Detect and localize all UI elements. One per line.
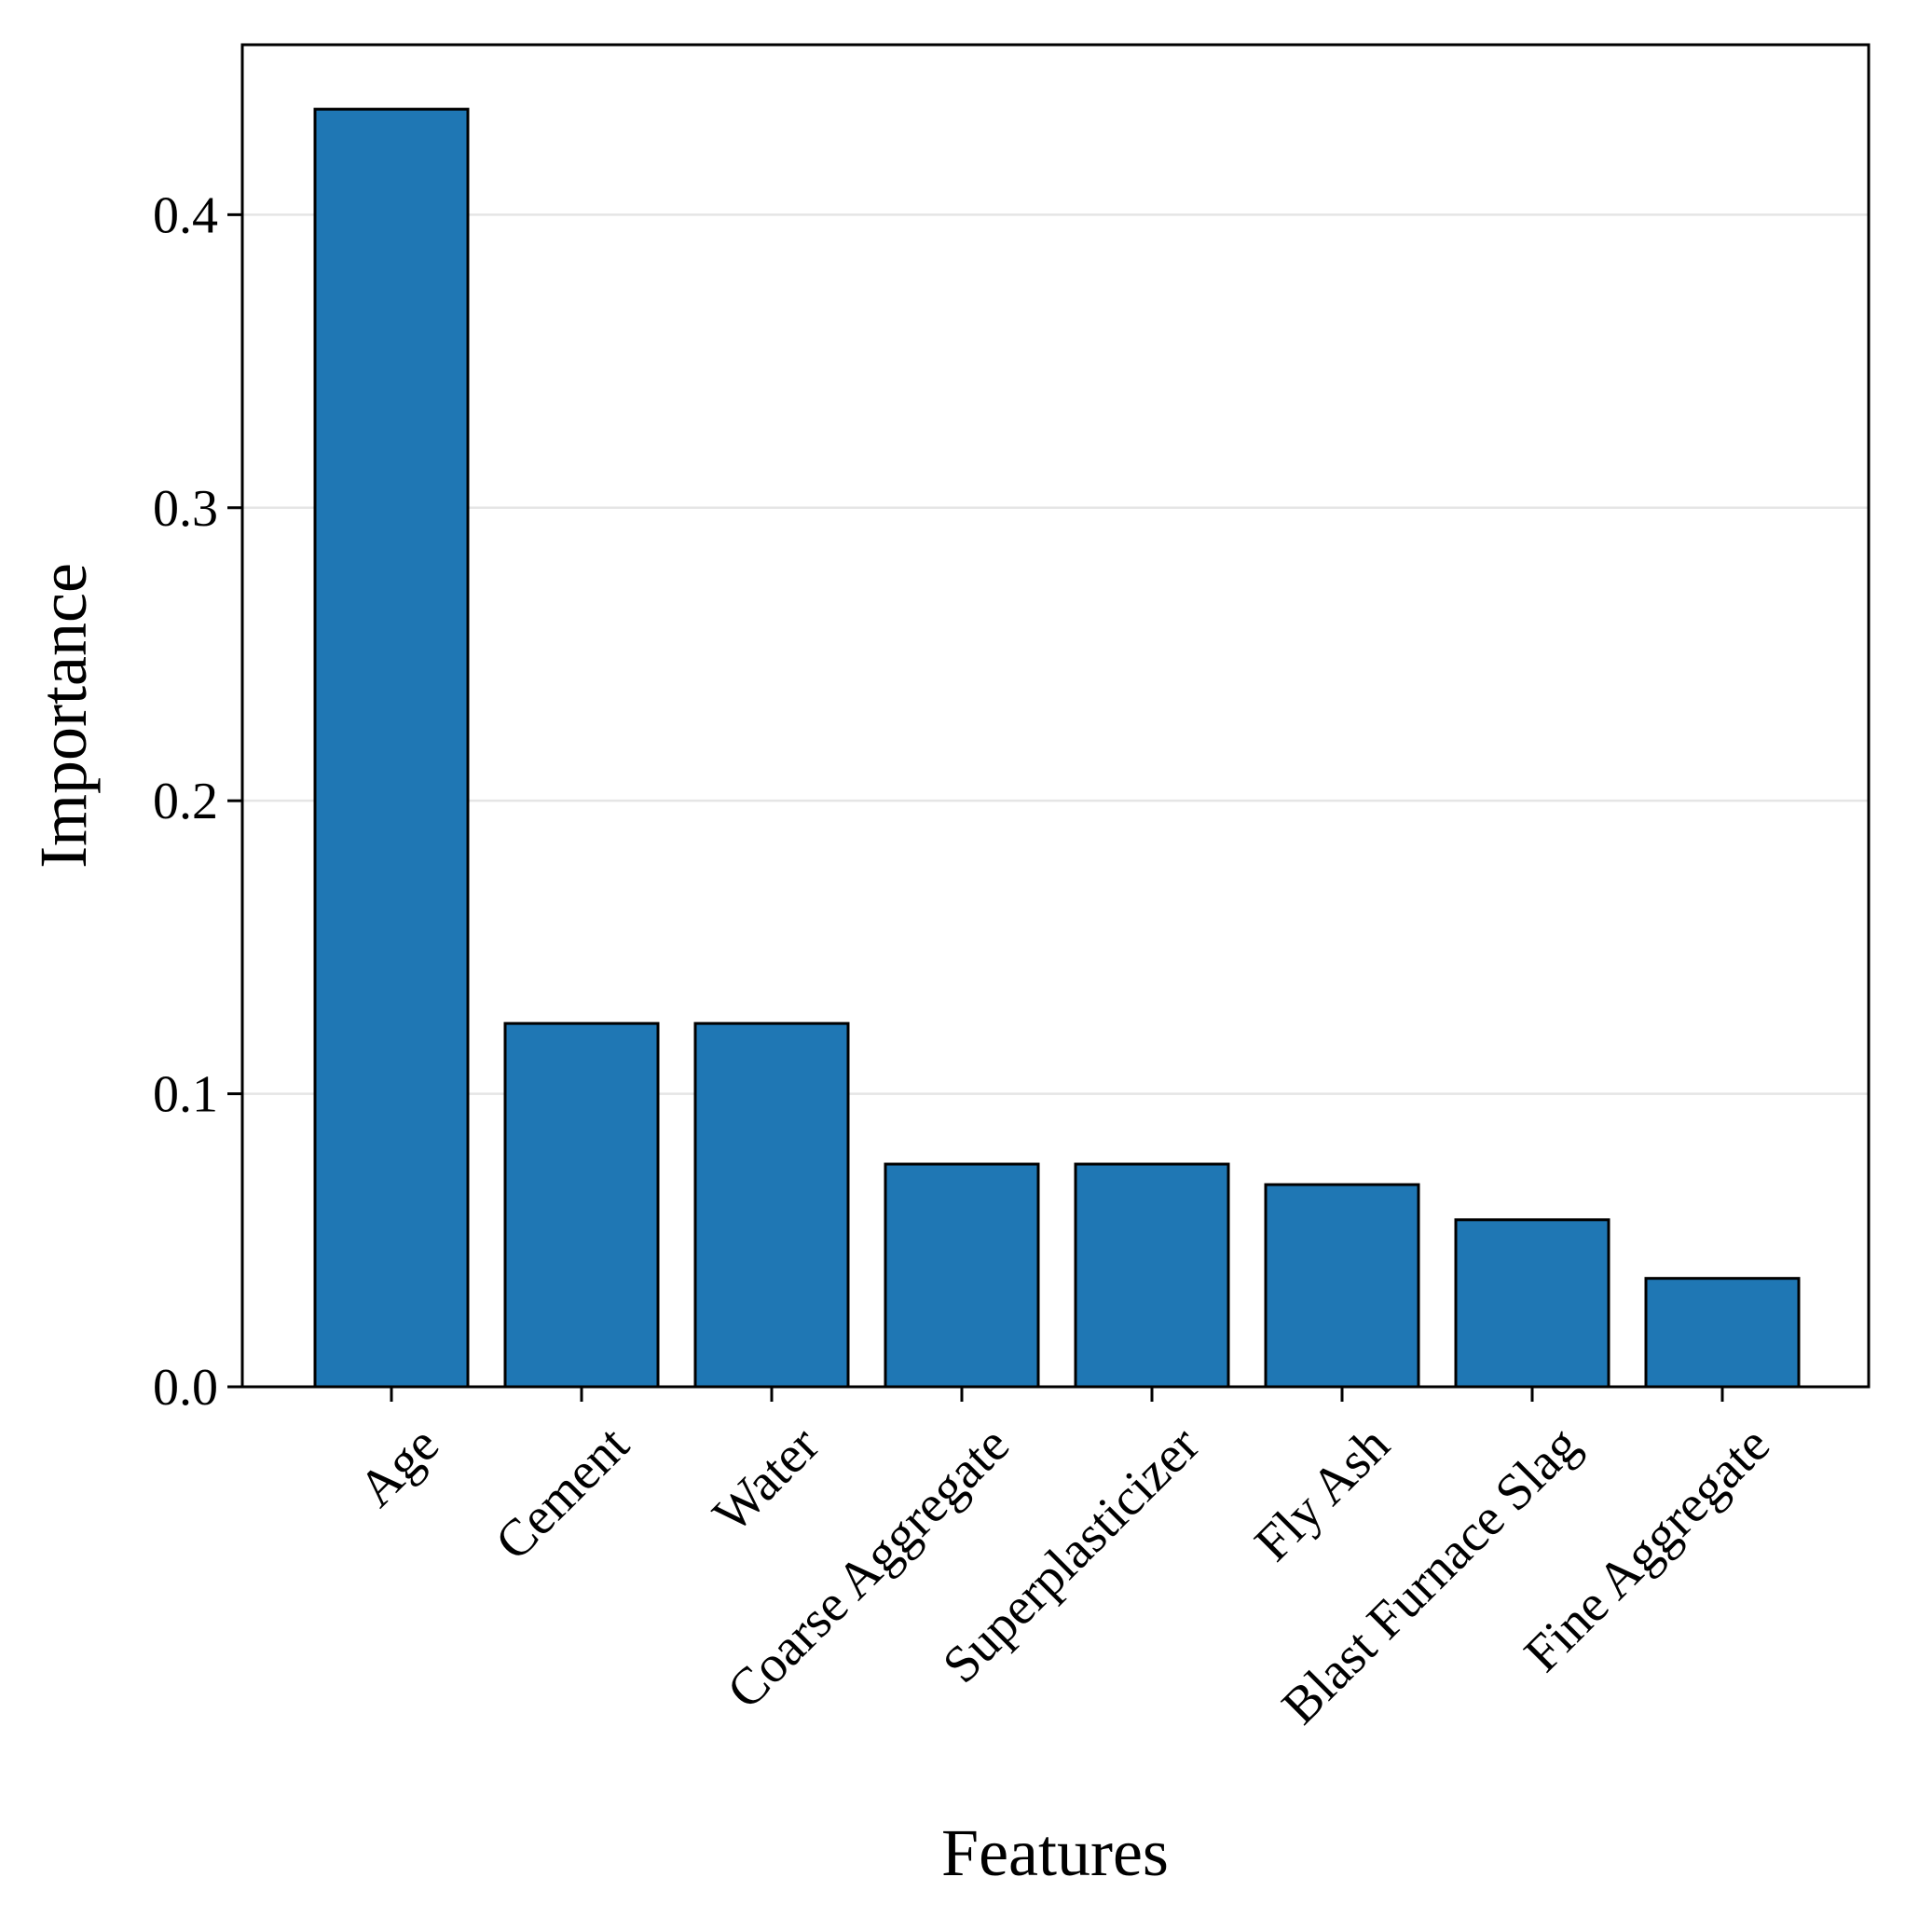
bar-blast-furnace-slag [1454, 1218, 1610, 1389]
x-tick-label: Cement [485, 1416, 640, 1571]
bar-water [693, 1021, 850, 1389]
bar-age [313, 107, 470, 1389]
y-axis: 0.0 0.1 0.2 0.3 0.4 [153, 186, 242, 1417]
x-axis-label: Features [941, 1816, 1169, 1890]
bar-cement [503, 1021, 660, 1389]
y-tick-label: 0.4 [153, 186, 218, 244]
y-tick-label: 0.0 [153, 1359, 218, 1417]
x-tick-label: Water [702, 1416, 830, 1544]
x-tick-label: Fly Ash [1244, 1416, 1401, 1572]
y-tick-label: 0.1 [153, 1066, 218, 1124]
y-axis-label: Importance [26, 563, 101, 869]
bar-fine-aggregate [1644, 1277, 1801, 1389]
y-tick-label: 0.3 [153, 480, 218, 538]
bar-fly-ash [1264, 1183, 1420, 1389]
gridlines [242, 213, 1869, 1095]
bar-coarse-aggregate [884, 1162, 1040, 1389]
bar-superplasticizer [1074, 1162, 1230, 1389]
bars [313, 107, 1801, 1389]
y-tick-label: 0.2 [153, 773, 218, 830]
plot-frame [240, 43, 1871, 1389]
x-tick-label: Age [348, 1416, 450, 1518]
